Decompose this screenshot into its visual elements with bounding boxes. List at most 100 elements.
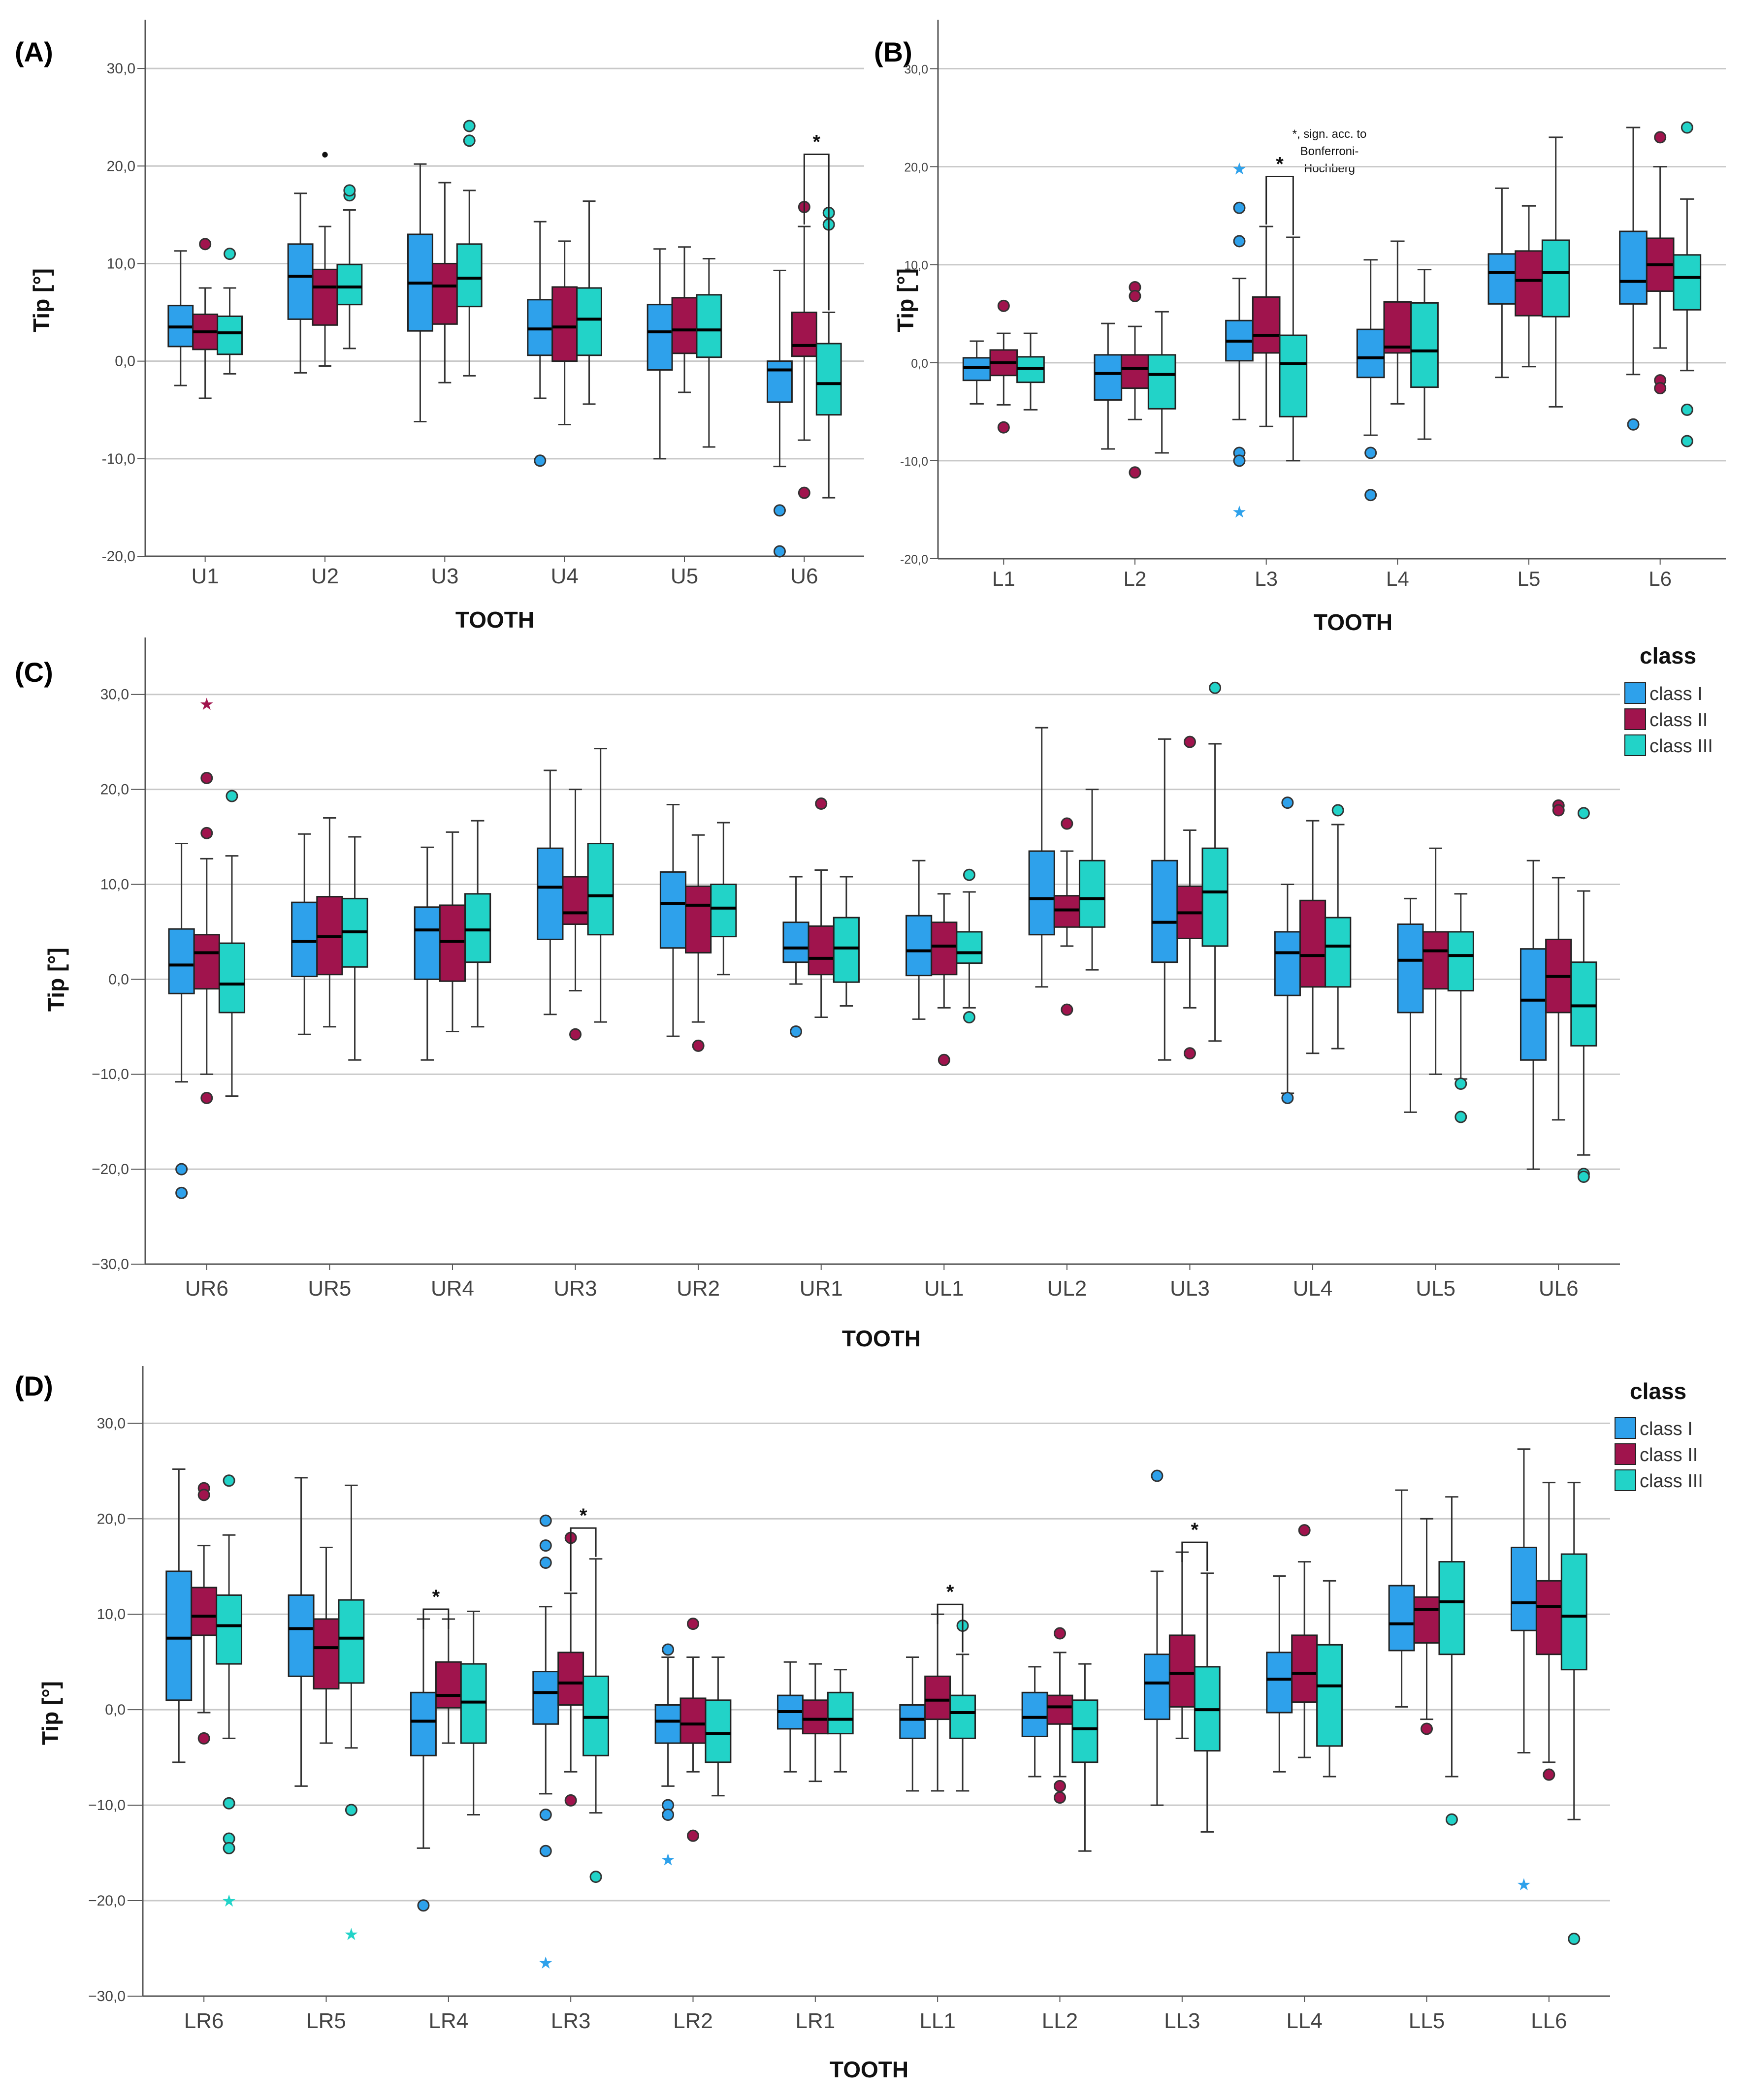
panel-d-significance-bracket xyxy=(1181,1541,1208,1571)
panel-d-xtick-label-ll2: LL2 xyxy=(1042,2009,1078,2033)
panel-c-box-body xyxy=(833,917,860,983)
panel-c-outlier xyxy=(1552,804,1565,817)
panel-c-outlier xyxy=(200,771,213,784)
panel-d-box-body xyxy=(1413,1596,1440,1644)
panel-c-box-ur5-class-iii xyxy=(341,836,368,1061)
panel-c-box-body xyxy=(439,904,466,982)
panel-b-box-body xyxy=(1094,354,1123,401)
panel-d-box-lr3-class-ii xyxy=(557,1531,584,1807)
panel-d-xlabel: TOOTH xyxy=(830,2057,908,2082)
panel-d-outlier xyxy=(197,1489,210,1501)
panel-b-box-body xyxy=(1410,302,1439,388)
panel-d-box-body xyxy=(557,1652,584,1706)
panel-c-box-body xyxy=(1078,859,1106,928)
panel-d-box-ll6-class-ii xyxy=(1535,1482,1562,1781)
panel-b-box-body xyxy=(1619,230,1648,305)
panel-d-outlier xyxy=(223,1474,235,1487)
panel-a-ytick-label: -10,0 xyxy=(102,451,135,467)
panel-d-extreme-outlier: ★ xyxy=(1517,1875,1531,1895)
panel-d-box-ll2-class-ii xyxy=(1046,1627,1073,1804)
panel-d-ytick-label: 0,0 xyxy=(105,1702,126,1718)
panel-c-box-body xyxy=(414,906,441,980)
panel-c-box-body xyxy=(905,915,933,977)
panel-c-xtick-label-ul1: UL1 xyxy=(924,1276,964,1301)
panel-b-box-l4-class-i xyxy=(1356,259,1385,502)
panel-c-outlier xyxy=(226,790,238,802)
panel-b-xlabel: TOOTH xyxy=(1314,609,1392,635)
panel-c-box-ur3-class-iii xyxy=(587,748,614,1023)
panel-d-xtick-label-lr4: LR4 xyxy=(428,2009,468,2033)
panel-c-box-body xyxy=(1201,847,1229,947)
panel-d-xtick-label-ll6: LL6 xyxy=(1531,2009,1567,2033)
panel-b-box-l6-class-iii xyxy=(1673,121,1702,447)
panel-b-outlier xyxy=(1681,435,1693,447)
panel-c-outlier xyxy=(1183,735,1196,748)
panel-d-box-body xyxy=(899,1704,926,1739)
panel-d-box-ll5-class-ii xyxy=(1413,1518,1440,1735)
panel-b-ytick-label: 20,0 xyxy=(904,161,928,175)
panel-a-extra-point: • xyxy=(322,144,328,165)
panel-d-box-ll1-class-ii xyxy=(924,1613,951,1792)
panel-d-box-body xyxy=(1438,1561,1465,1655)
panel-b-xtick-label-l1: L1 xyxy=(992,567,1015,590)
panel-a-box-body xyxy=(815,343,842,416)
panel-d-box-lr2-class-iii xyxy=(705,1656,732,1797)
panel-a-significance-bracket xyxy=(803,153,830,311)
panel-c-box-ul3-class-i xyxy=(1151,738,1178,1061)
panel-d-outlier xyxy=(1298,1524,1311,1537)
panel-a-box-u2-class-ii xyxy=(312,225,338,367)
panel-d-xtick-label-ll3: LL3 xyxy=(1164,2009,1200,2033)
panel-a-box-u6-class-i xyxy=(767,269,793,558)
panel-d-ytick-label: −20,0 xyxy=(88,1893,126,1909)
panel-c-outlier xyxy=(1061,817,1073,830)
panel-b-boxplot: (B) TOOTH Tip [°] *, sign. acc. to Bonfe… xyxy=(874,20,1726,635)
panel-c-box-ur1-class-iii xyxy=(833,876,860,1007)
panel-d-label: (D) xyxy=(15,1370,53,1401)
panel-b-box-body xyxy=(1383,301,1412,354)
panel-d-box-body xyxy=(1560,1553,1587,1671)
panel-d-outlier xyxy=(1445,1813,1458,1826)
panel-c-box-ul5-class-i xyxy=(1397,897,1424,1113)
panel-d-box-body xyxy=(827,1691,854,1735)
panel-d-ytick-label: 30,0 xyxy=(97,1415,126,1432)
panel-a-box-u5-class-iii xyxy=(696,258,722,448)
panel-d-outlier xyxy=(197,1732,210,1745)
panel-b-outlier xyxy=(1233,201,1246,214)
panel-b-box-l2-class-iii xyxy=(1147,311,1176,454)
panel-c-ytick-label: 0,0 xyxy=(108,971,129,987)
panel-d-outlier xyxy=(1054,1791,1066,1804)
panel-a-xtick-label-u6: U6 xyxy=(790,564,818,588)
panel-a-box-u6-class-iii xyxy=(815,206,842,499)
panel-b-box-l5-class-i xyxy=(1487,187,1517,379)
panel-d-outlier xyxy=(687,1618,699,1630)
panel-c-ytick-label: 30,0 xyxy=(100,687,129,703)
panel-c-box-body xyxy=(1299,899,1326,988)
panel-d-outlier xyxy=(223,1797,235,1810)
panel-a-xtick-label-u1: U1 xyxy=(192,564,219,588)
panel-d-legend-label-class-iii: class III xyxy=(1640,1471,1703,1492)
panel-b-box-body xyxy=(1487,253,1517,305)
panel-d-outlier xyxy=(223,1842,235,1854)
panel-d-box-body xyxy=(1510,1546,1537,1631)
panel-d-box-lr1-class-iii xyxy=(827,1669,854,1773)
panel-b-outlier xyxy=(1681,403,1693,416)
panel-b-box-l4-class-iii xyxy=(1410,269,1439,440)
panel-c-box-ur1-class-i xyxy=(782,876,809,1038)
panel-b-xtick-label-l5: L5 xyxy=(1518,567,1541,590)
panel-d-box-body xyxy=(924,1675,951,1720)
panel-d-outlier xyxy=(687,1829,699,1842)
panel-d-box-lr2-class-i: ★ xyxy=(654,1643,681,1870)
panel-b-xtick-label-l4: L4 xyxy=(1386,567,1409,590)
panel-c-outlier xyxy=(1577,1171,1590,1183)
panel-d-box-lr4-class-i xyxy=(410,1618,437,1912)
panel-d-extreme-outlier: ★ xyxy=(222,1891,236,1911)
panel-d-outlier xyxy=(1543,1768,1555,1781)
panel-a-ytick-label: 20,0 xyxy=(107,158,135,174)
panel-c-legend-title: class xyxy=(1640,643,1696,668)
panel-d-box-body xyxy=(1535,1580,1562,1655)
panel-a-xtick-label-u4: U4 xyxy=(551,564,579,588)
panel-c-outlier xyxy=(692,1039,705,1052)
panel-d-box-body xyxy=(1168,1634,1196,1708)
panel-b-xtick-label-l2: L2 xyxy=(1124,567,1147,590)
panel-a-outlier xyxy=(224,248,236,260)
